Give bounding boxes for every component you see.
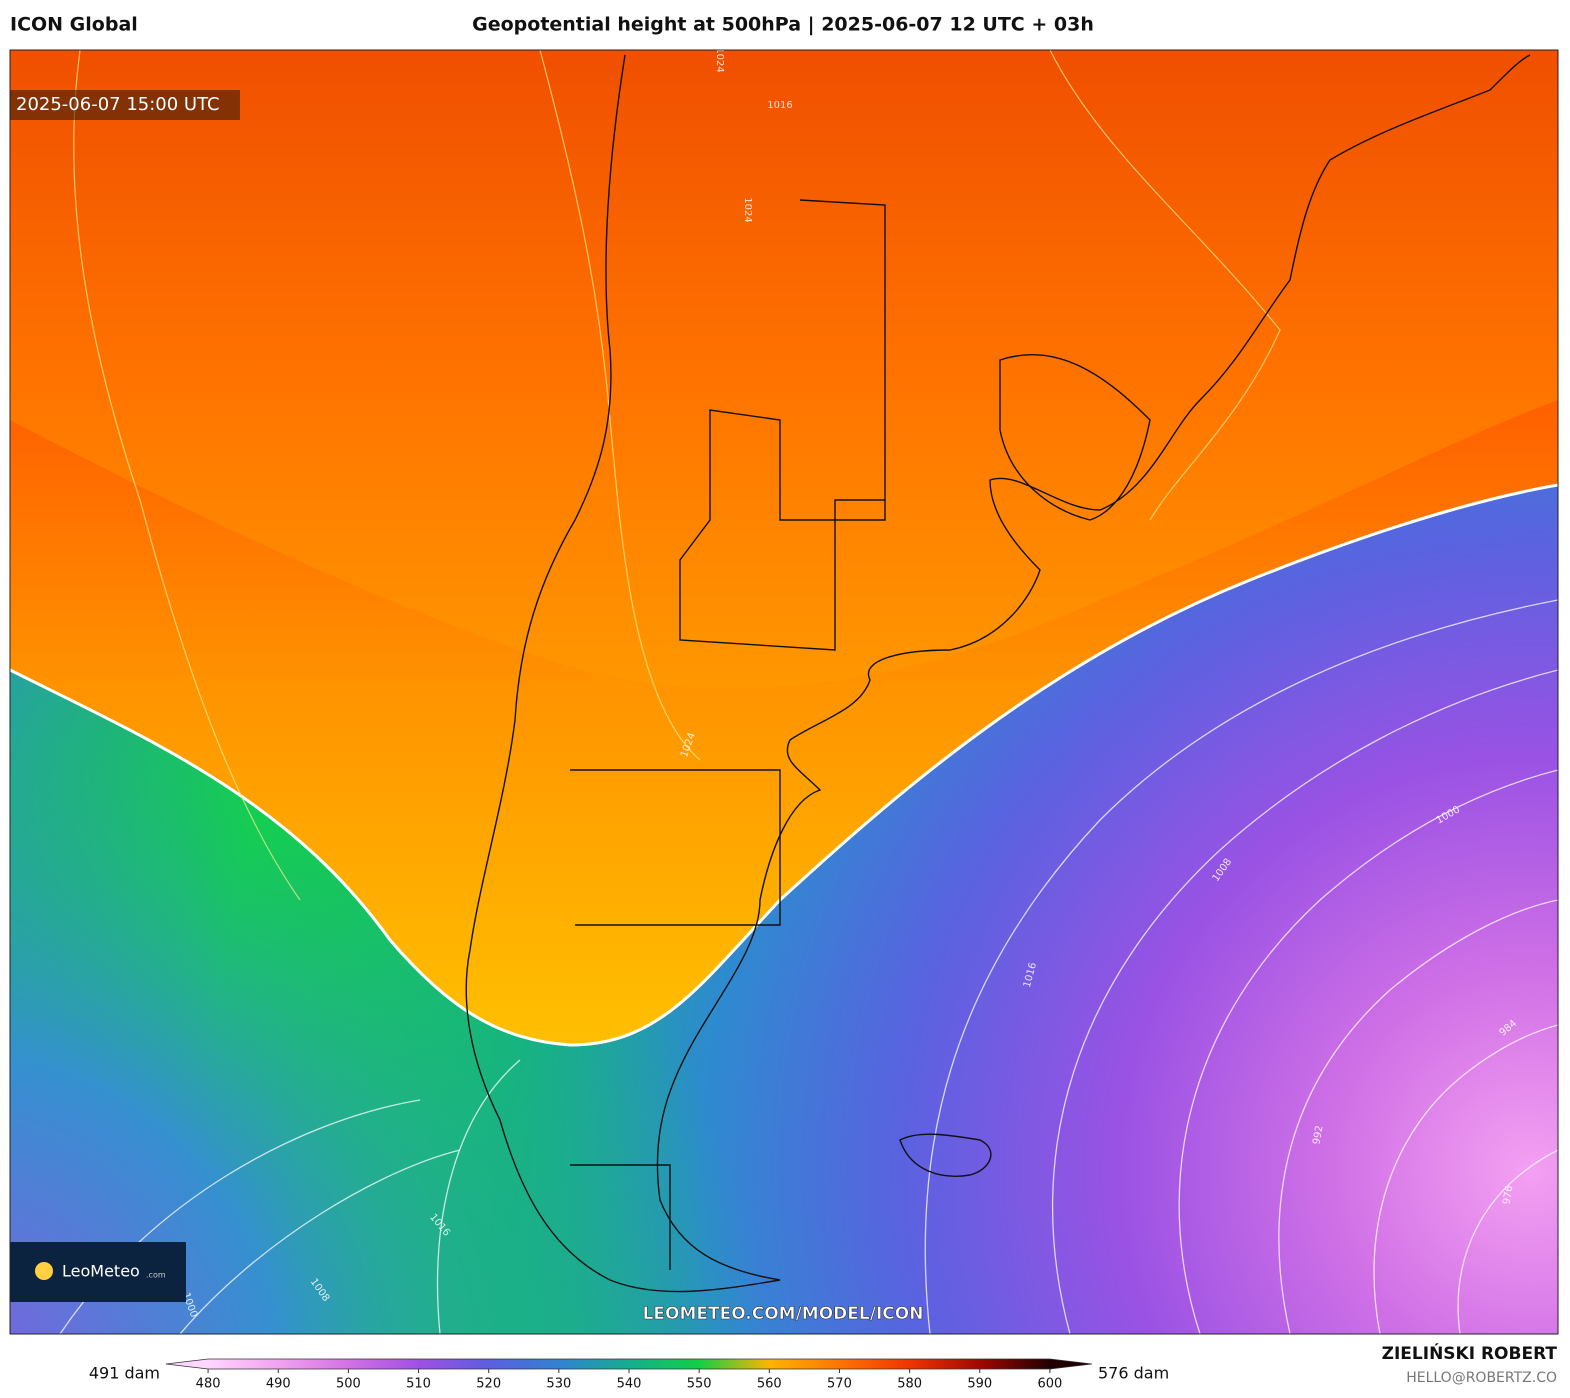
cold-field-west [10,485,1558,1334]
timestamp-box [10,90,240,120]
contour-label: 992 [1311,1125,1325,1146]
map-frame [9,49,1559,1335]
email: HELLO@ROBERTZ.CO [1406,1370,1557,1386]
colorbar-tick-label: 510 [406,1377,431,1392]
colorbar-tick-label: 480 [196,1377,221,1392]
colorbar-tick-label: 550 [687,1377,712,1392]
contour-label: 976 [1501,1185,1515,1206]
colorbar-tick-label: 580 [897,1377,922,1392]
map-title: Geopotential height at 500hPa | 2025-06-… [472,14,1094,36]
colorbar-tick-label: 500 [336,1377,361,1392]
colorbar-tick-label: 530 [546,1377,571,1392]
logo-suffix: .com [146,1271,166,1280]
colorbar-tick-label: 540 [617,1377,642,1392]
watermark: LEOMETEO.COM/MODEL/ICON [643,1304,924,1324]
author: ZIELIŃSKI ROBERT [1382,1342,1558,1364]
colorbar-tick-label: 600 [1037,1377,1062,1392]
logo: LeoMeteo .com [10,1242,186,1302]
colorbar-tick-label: 590 [967,1377,992,1392]
contour-label: 1016 [767,100,792,111]
colorbar-tick-label: 490 [266,1377,291,1392]
colorbar-bar [165,1358,1093,1370]
coastlines [465,54,1531,1293]
map: 1024102410241016101610161008100810001000… [10,47,1558,1334]
colorbar-tick-label: 570 [827,1377,852,1392]
logo-sun [35,1262,53,1280]
colorbar-max-label: 576 dam [1098,1364,1169,1383]
model-name: ICON Global [10,14,138,36]
logo-name: LeoMeteo [62,1262,140,1281]
contour-label: 1024 [714,47,725,72]
timestamp: 2025-06-07 15:00 UTC [16,94,220,115]
colorbar-tick-label: 560 [757,1377,782,1392]
contour-552 [10,483,1558,1047]
warm-band [10,50,1558,689]
colorbar-min-label: 491 dam [89,1364,160,1383]
contour-label: 1024 [742,197,753,222]
colorbar-tick-label: 520 [476,1377,501,1392]
colorbar: 480 490 500 510 520 530 540 550 560 570 580 590 600 [165,1358,1093,1392]
isobars [59,50,1558,1334]
